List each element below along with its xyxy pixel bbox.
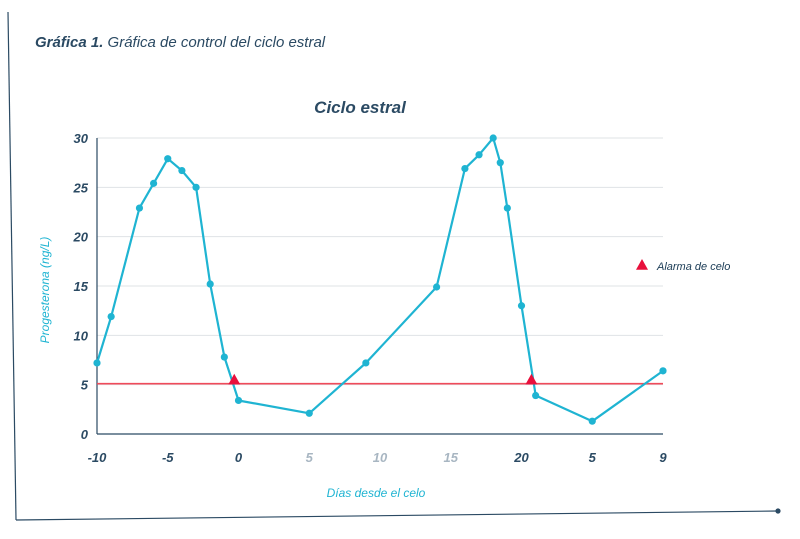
data-point bbox=[362, 359, 370, 367]
alarm-marker bbox=[525, 373, 538, 385]
series-line bbox=[95, 136, 664, 423]
data-point bbox=[164, 155, 172, 163]
frame-bottom-line bbox=[15, 510, 779, 521]
y-tick-label: 20 bbox=[73, 230, 89, 245]
y-tick-label: 0 bbox=[81, 427, 89, 442]
data-point bbox=[532, 391, 540, 400]
x-tick-label: -5 bbox=[162, 450, 174, 465]
data-point bbox=[107, 312, 115, 321]
data-point bbox=[433, 283, 441, 291]
figure-caption: Gráfica 1. Gráfica de control del ciclo … bbox=[35, 34, 325, 51]
x-axis-title: Días desde el celo bbox=[327, 486, 426, 500]
data-point bbox=[220, 353, 228, 361]
frame-end-dot bbox=[775, 508, 781, 514]
data-point bbox=[178, 166, 186, 175]
data-point bbox=[659, 367, 667, 375]
chart-title: Ciclo estral bbox=[314, 98, 407, 117]
legend-label: Alarma de celo bbox=[656, 261, 730, 273]
alarm-marker bbox=[228, 373, 241, 385]
data-point bbox=[517, 302, 526, 310]
x-tick-label: 5 bbox=[589, 450, 597, 465]
frame-left-line bbox=[7, 11, 17, 521]
data-point bbox=[496, 159, 504, 167]
x-tick-label: 15 bbox=[444, 450, 459, 465]
data-point bbox=[192, 183, 200, 191]
data-point bbox=[206, 280, 214, 288]
data-point bbox=[135, 204, 144, 212]
x-tick-label: 5 bbox=[306, 450, 314, 465]
data-point bbox=[475, 151, 483, 159]
data-point bbox=[305, 409, 313, 417]
y-tick-label: 15 bbox=[74, 279, 89, 294]
caption-lead: Gráfica 1. bbox=[35, 34, 104, 51]
data-point bbox=[150, 179, 158, 187]
data-point bbox=[234, 396, 243, 405]
data-point bbox=[588, 417, 596, 425]
caption-text: Gráfica de control del ciclo estral bbox=[107, 34, 326, 51]
y-axis-title: Progesterona (ng/L) bbox=[38, 237, 52, 344]
y-tick-label: 30 bbox=[74, 131, 89, 146]
x-tick-label: 0 bbox=[235, 450, 243, 465]
data-point bbox=[461, 164, 469, 173]
x-tick-label: -10 bbox=[88, 450, 108, 465]
data-point bbox=[93, 359, 101, 367]
y-tick-label: 5 bbox=[81, 378, 89, 393]
y-tick-label: 10 bbox=[74, 328, 89, 343]
legend-marker bbox=[636, 259, 648, 270]
y-tick-label: 25 bbox=[73, 180, 89, 195]
x-tick-label: 10 bbox=[373, 450, 388, 465]
x-tick-label: 9 bbox=[659, 450, 667, 465]
data-point bbox=[503, 204, 511, 212]
x-tick-label: 20 bbox=[513, 450, 529, 465]
data-point bbox=[489, 134, 497, 142]
